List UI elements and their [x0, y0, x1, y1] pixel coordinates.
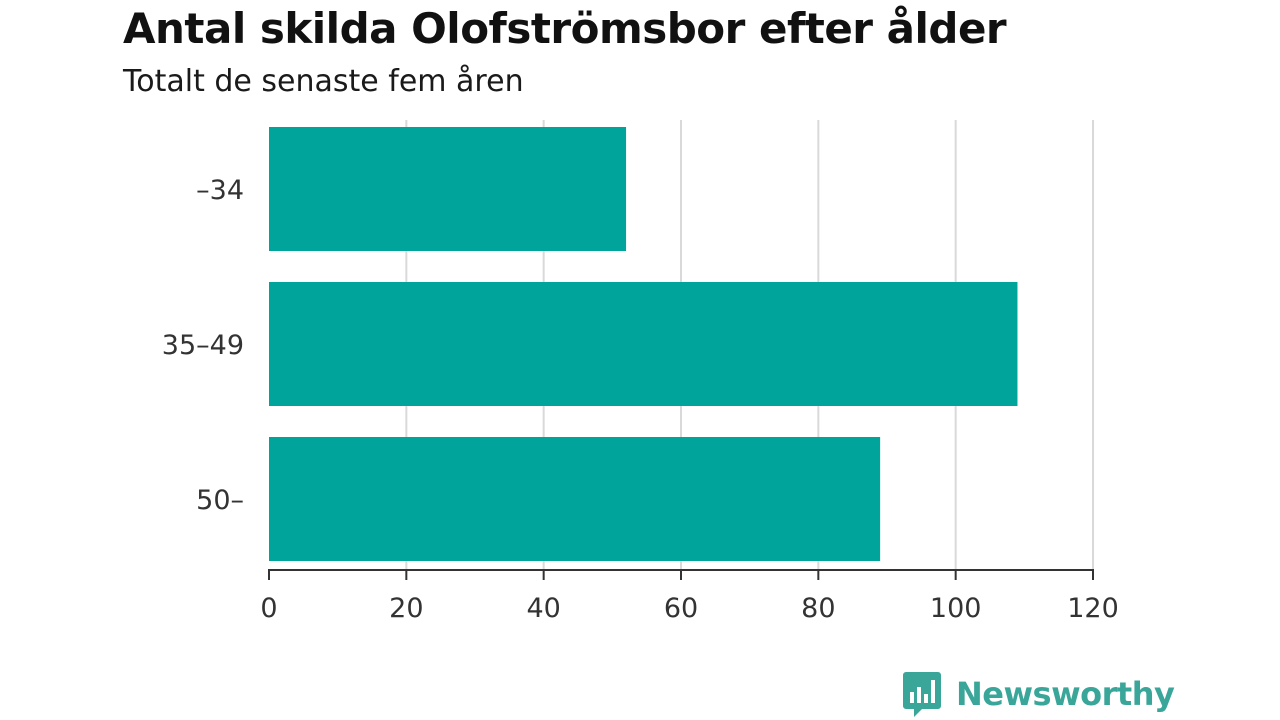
newsworthy-logo: Newsworthy	[902, 670, 1175, 718]
bar-chart-speech-bubble-icon	[903, 672, 941, 717]
chart-subtitle: Totalt de senaste fem åren	[123, 64, 524, 99]
x-tick-label: 120	[1067, 593, 1119, 624]
category-label: –34	[196, 175, 244, 206]
x-tick-label: 100	[930, 593, 982, 624]
bar-0	[269, 127, 627, 251]
x-tick-label: 20	[389, 593, 423, 624]
x-tick-label: 80	[801, 593, 835, 624]
x-tick-label: 60	[664, 593, 698, 624]
category-labels: –34 35–49 50–	[162, 175, 244, 516]
bar-2	[269, 437, 881, 561]
x-tick-label: 40	[526, 593, 560, 624]
x-tick-label: 0	[260, 593, 277, 624]
bars	[269, 127, 1018, 561]
category-label: 50–	[196, 485, 244, 516]
x-axis: 0 20 40 60 80 100 120	[260, 569, 1119, 624]
category-label: 35–49	[162, 330, 244, 361]
brand-name: Newsworthy	[956, 675, 1175, 713]
chart-title: Antal skilda Olofströmsbor efter ålder	[123, 4, 1007, 53]
bar-1	[269, 282, 1018, 406]
